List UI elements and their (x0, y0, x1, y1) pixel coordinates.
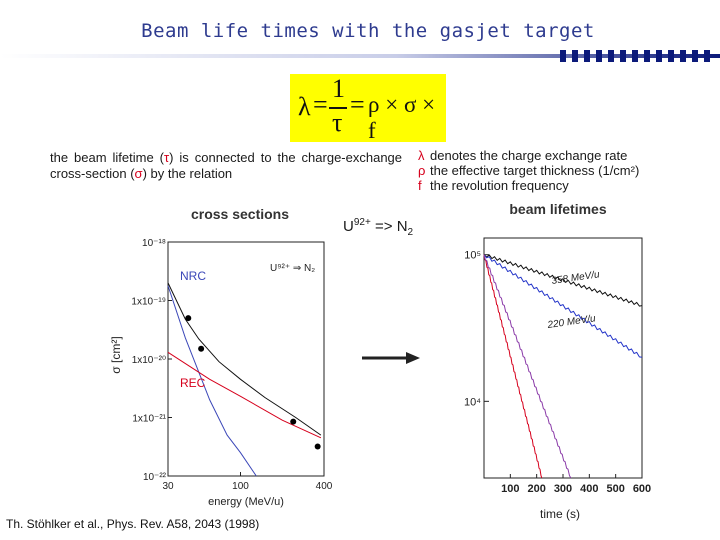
legend-row: λ denotes the charge exchange rate (418, 148, 639, 163)
x-tick-label: 600 (633, 483, 651, 495)
y-tick-label: 10⁻¹⁸ (142, 238, 166, 249)
right-arrow-icon (362, 352, 420, 364)
x-tick-label: 100 (232, 481, 249, 492)
y-tick-label: 1x10⁻²¹ (132, 414, 166, 425)
chart-title: beam lifetimes (509, 201, 606, 217)
inset-label: U⁹²⁺ ⇒ N₂ (270, 263, 315, 274)
citation: Th. Stöhlker et al., Phys. Rev. A58, 204… (6, 517, 260, 531)
series-label: NRC (180, 269, 206, 283)
chart-title: cross sections (191, 206, 289, 222)
y-tick-label: 1x10⁻²⁰ (132, 355, 166, 366)
series-annotation: 220 MeV/u (546, 313, 597, 331)
legend-text: the revolution frequency (430, 178, 569, 193)
data-point (290, 418, 297, 425)
data-point (198, 345, 205, 352)
slide-title: Beam life times with the gasjet target (141, 20, 595, 42)
x-tick-label: 500 (606, 483, 624, 495)
formula-equals: = (313, 90, 328, 119)
y-tick-label: 10⁻²² (143, 472, 167, 483)
formula-description: the beam lifetime (τ) is connected to th… (50, 150, 403, 181)
legend-row: f the revolution frequency (418, 178, 639, 193)
lifetime-formula-box: λ = 1 τ = ρ × σ × f (290, 74, 446, 143)
series-line (483, 254, 643, 358)
y-axis-label: σ [cm²] (109, 336, 123, 373)
tau-symbol: τ (163, 150, 170, 165)
x-axis-label: time (s) (540, 507, 580, 521)
series-line (167, 351, 322, 439)
x-tick-label: 400 (316, 481, 333, 492)
symbol-legend: λ denotes the charge exchange rate ρ the e… (418, 148, 639, 193)
x-tick-label: 30 (162, 481, 174, 492)
formula-numerator: 1 (332, 74, 345, 103)
formula-equals: = (350, 90, 365, 119)
reaction-label: U92+ => N2 (343, 217, 414, 238)
series-line (483, 254, 643, 307)
series-line (167, 282, 322, 436)
legend-symbol: λ (418, 148, 425, 163)
y-tick-label: 10⁴ (464, 396, 481, 408)
formula-denominator: τ (332, 108, 343, 137)
x-tick-label: 100 (501, 483, 519, 495)
series-annotation: 358 MeV/u (551, 269, 601, 287)
legend-text: denotes the charge exchange rate (430, 148, 628, 163)
y-tick-label: 10⁵ (464, 250, 481, 262)
legend-text: the effective target thickness (1/cm²) (430, 163, 640, 178)
formula-rhs: ρ × σ × f (368, 92, 436, 143)
y-tick-label: 1x10⁻¹⁹ (131, 297, 166, 308)
data-point (314, 443, 321, 450)
legend-symbol: f (418, 178, 422, 193)
data-point (185, 315, 192, 322)
legend-symbol: ρ (418, 163, 426, 178)
legend-row: ρ the effective target thickness (1/cm²) (418, 163, 639, 178)
title-divider-bar (0, 50, 720, 62)
x-tick-label: 400 (580, 483, 598, 495)
formula-fraction-line (329, 107, 347, 109)
series-line (167, 285, 257, 477)
series-line (483, 254, 572, 479)
formula-lambda: λ (298, 92, 311, 121)
sigma-symbol: σ (134, 166, 143, 181)
x-axis-label: energy (MeV/u) (208, 496, 284, 508)
series-label: REC (180, 376, 206, 390)
series-line (483, 254, 543, 479)
x-tick-label: 200 (527, 483, 545, 495)
beam-lifetime-chart: beam lifetimes 10⁴ 10⁵ 100 200 300 400 500 600 3… (464, 201, 651, 521)
x-tick-label: 300 (554, 483, 572, 495)
cross-section-chart: cross sections 10⁻²² 1x10⁻²¹ 1x10⁻²⁰ 1x10⁻¹… (109, 206, 333, 508)
